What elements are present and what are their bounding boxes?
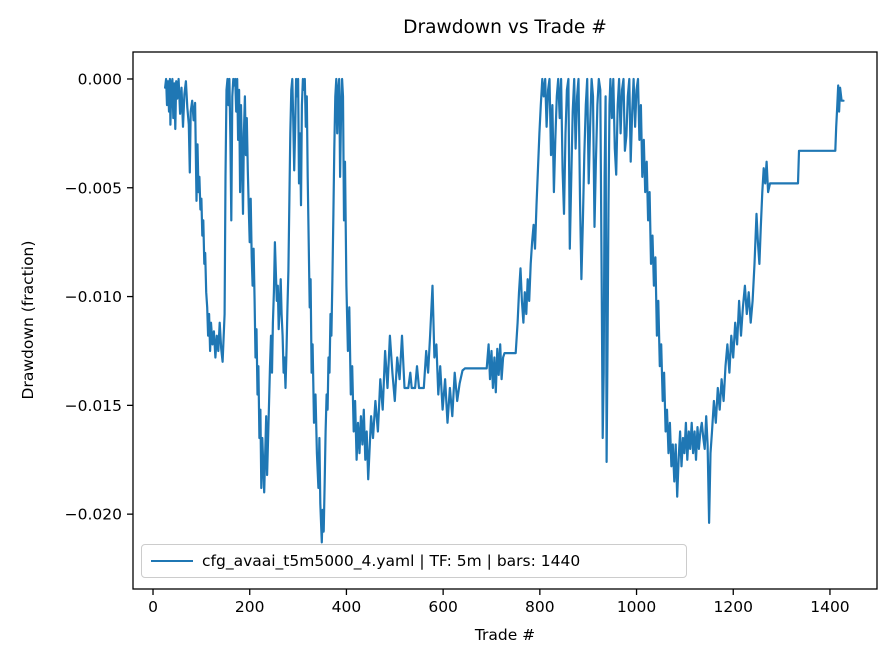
axes-spines [132,51,878,590]
x-tick-label: 400 [332,598,362,616]
x-tick-label: 1000 [617,598,656,616]
x-tick-label: 200 [235,598,265,616]
y-axis-label: Drawdown (fraction) [19,240,37,400]
y-tick-label: −0.005 [65,179,122,197]
x-tick-label: 800 [525,598,555,616]
x-tick-label: 1400 [810,598,849,616]
y-tick-label: −0.010 [65,288,122,306]
chart-title: Drawdown vs Trade # [403,17,607,38]
legend-line-swatch [151,559,193,563]
x-tick-label: 0 [148,598,158,616]
drawdown-line [164,77,845,544]
legend: cfg_avaai_t5m5000_4.yaml | TF: 5m | bars… [141,544,687,578]
x-axis-label: Trade # [474,626,536,644]
y-tick-label: −0.015 [65,397,122,415]
x-tick-label: 1200 [714,598,753,616]
y-tick-label: −0.020 [65,506,122,524]
y-tick-label: 0.000 [78,70,122,88]
legend-label: cfg_avaai_t5m5000_4.yaml | TF: 5m | bars… [202,552,581,570]
x-tick-label: 600 [428,598,458,616]
